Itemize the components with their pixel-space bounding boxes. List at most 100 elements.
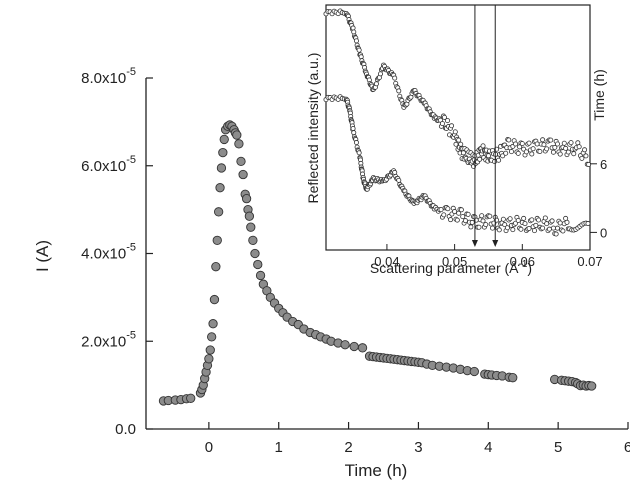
inset-point — [530, 146, 536, 152]
inset-series-0 — [323, 94, 591, 237]
x-tick-label: 4 — [484, 439, 492, 456]
inset-point — [515, 150, 521, 156]
inset-markers — [471, 5, 499, 247]
inset-point — [553, 231, 559, 237]
inset-point — [456, 137, 462, 143]
inset-point — [500, 153, 506, 159]
main-chart: 0.0 2.0x10-5 4.0x10-5 6.0x10-5 8.0x10-5 0 1 2 3… — [33, 66, 630, 480]
inset-point — [550, 225, 556, 231]
inset-point — [350, 25, 356, 31]
inset-point — [469, 219, 475, 225]
inset-point — [453, 141, 459, 147]
data-point — [469, 366, 479, 377]
inset-point — [533, 222, 539, 228]
inset-point — [579, 155, 585, 161]
inset-point — [544, 221, 550, 227]
inset-point — [504, 225, 510, 231]
inset-point — [534, 141, 540, 147]
inset-point — [576, 144, 582, 150]
inset-point — [552, 144, 558, 150]
inset-point — [445, 118, 451, 124]
y-axis-title: I (A) — [33, 240, 52, 272]
inset-point — [550, 149, 556, 155]
inset-point — [462, 218, 468, 224]
inset-point — [568, 140, 574, 146]
inset-point — [373, 81, 379, 87]
y-tick-label: 2.0x10-5 — [81, 329, 136, 350]
inset-point — [452, 209, 458, 215]
data-points — [158, 120, 597, 406]
inset-point — [479, 213, 485, 219]
inset-point — [540, 225, 546, 231]
data-point — [213, 207, 224, 217]
inset-point — [396, 177, 402, 183]
inset-x-tick-label: 0.07 — [577, 254, 602, 269]
inset-right-axis-title: Time (h) — [591, 69, 607, 121]
x-tick-label: 6 — [624, 439, 630, 456]
data-point — [340, 340, 350, 350]
data-point — [255, 270, 266, 281]
inset-point — [546, 226, 552, 232]
inset-point — [564, 219, 570, 225]
x-tick-label: 3 — [414, 439, 422, 456]
inset-point — [557, 220, 563, 226]
inset-point — [480, 218, 486, 224]
inset-point — [522, 221, 528, 227]
x-tick-label: 5 — [554, 439, 562, 456]
inset-point — [490, 225, 496, 231]
x-tick-label: 0 — [205, 439, 213, 456]
y-axis: 0.0 2.0x10-5 4.0x10-5 6.0x10-5 8.0x10-5 — [81, 66, 153, 438]
inset-point — [510, 227, 516, 233]
inset-point — [555, 225, 561, 231]
inset-point — [465, 211, 471, 217]
inset-point — [353, 38, 359, 44]
data-point — [238, 169, 248, 180]
inset-curves — [323, 8, 592, 237]
x-axis-title: Time (h) — [345, 461, 408, 480]
inset-point — [526, 140, 532, 146]
data-point — [244, 211, 255, 221]
inset-point — [350, 126, 356, 132]
inset-point — [563, 145, 569, 151]
inset-point — [560, 228, 566, 234]
inset-point — [392, 169, 398, 175]
data-point — [508, 373, 518, 383]
inset-point — [502, 222, 508, 228]
inset-point — [353, 140, 359, 146]
inset-point — [454, 217, 460, 223]
inset-point — [483, 222, 489, 228]
inset-point — [582, 147, 588, 153]
inset-point — [583, 153, 589, 159]
inset-point — [356, 150, 362, 156]
inset-point — [439, 121, 445, 127]
inset-point — [544, 146, 550, 152]
data-point — [208, 319, 218, 329]
inset-point — [492, 159, 498, 165]
inset-series-labels: 60 — [590, 157, 607, 240]
inset-point — [586, 161, 592, 167]
inset-x-axis: 0.04 0.05 0.06 0.07 — [374, 244, 603, 269]
y-tick-label: 6.0x10-5 — [81, 154, 136, 175]
inset-point — [585, 221, 591, 227]
data-point — [248, 235, 258, 245]
x-axis: 0 1 2 3 4 5 6 — [205, 422, 630, 456]
data-point — [218, 147, 228, 158]
inset-point — [441, 212, 447, 218]
inset-point — [529, 217, 535, 223]
inset-point — [506, 137, 512, 143]
inset-point — [449, 123, 455, 129]
inset-y-axis-title: Reflected intensity (a.u.) — [305, 53, 321, 204]
inset-point — [540, 137, 546, 143]
inset-point — [460, 150, 466, 156]
inset-point — [396, 88, 402, 94]
data-point — [186, 393, 196, 403]
y-tick-label: 0.0 — [115, 421, 136, 438]
inset-point — [500, 216, 506, 222]
inset-point — [458, 141, 464, 147]
inset-point — [460, 214, 466, 220]
inset-point — [555, 141, 561, 147]
inset-point — [518, 226, 524, 232]
inset-chart: 0.04 0.05 0.06 0.07 60 Reflected intensity … — [305, 4, 607, 276]
inset-series-6 — [323, 8, 592, 169]
